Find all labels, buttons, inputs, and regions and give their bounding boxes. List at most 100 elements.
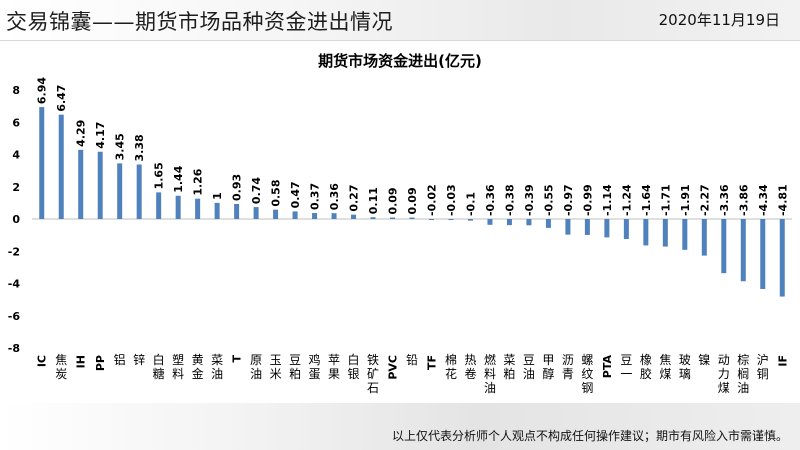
category-label: 沪铜 — [757, 353, 769, 381]
bar — [292, 211, 298, 219]
category-label: 玻璃 — [679, 353, 691, 381]
report-date: 2020年11月19日 — [658, 11, 780, 29]
data-label: 0.11 — [367, 187, 380, 214]
bar — [760, 219, 766, 289]
category-label: 黄金 — [192, 353, 204, 381]
data-label: 6.94 — [36, 77, 49, 104]
data-label: 1.44 — [172, 165, 185, 192]
bar — [565, 219, 571, 235]
category-label: 动力煤 — [718, 353, 730, 395]
y-tick-label: -2 — [8, 245, 20, 258]
bar — [39, 107, 45, 219]
bar — [448, 219, 454, 220]
data-label: -1.64 — [640, 184, 653, 216]
data-label: 0.09 — [406, 187, 419, 214]
category-label: 燃料油 — [484, 352, 496, 395]
y-tick-label: -6 — [8, 310, 21, 323]
bar — [312, 213, 318, 219]
data-label: 0.37 — [309, 183, 322, 210]
category-label: 铁矿石 — [367, 353, 379, 395]
bar — [740, 219, 746, 282]
data-label: -0.39 — [523, 184, 536, 216]
header-bar: 交易锦囊——期货市场品种资金进出情况 2020年11月19日 — [0, 0, 800, 41]
category-label: PP — [94, 355, 107, 371]
bar — [428, 219, 434, 220]
bar — [409, 217, 415, 219]
bar — [78, 149, 84, 219]
chart-title: 期货市场资金进出(亿元) — [318, 52, 482, 70]
bar — [643, 219, 649, 246]
category-label: PVC — [387, 355, 400, 380]
data-label: -0.36 — [484, 184, 497, 216]
category-label: IF — [776, 355, 789, 367]
category-label: TF — [425, 355, 438, 370]
bar — [721, 219, 727, 274]
data-label: 1.65 — [153, 162, 166, 189]
data-label: -4.81 — [776, 184, 789, 216]
data-label: -3.36 — [718, 184, 731, 216]
bar — [545, 219, 551, 228]
bar — [584, 219, 590, 235]
bar — [175, 195, 181, 219]
bar — [682, 219, 688, 250]
data-label: 6.47 — [55, 85, 68, 112]
category-label: 塑料 — [172, 352, 184, 381]
data-label: -1.14 — [601, 184, 614, 216]
y-tick-label: 8 — [12, 84, 20, 97]
bar — [526, 219, 532, 226]
category-label: IC — [36, 355, 49, 367]
bar — [331, 213, 337, 219]
category-label: 豆粕 — [289, 353, 301, 381]
category-label: 沥青 — [562, 353, 574, 381]
data-label: -0.03 — [445, 184, 458, 216]
category-label: 玉米 — [270, 353, 282, 381]
bar — [234, 204, 240, 219]
category-label: 铅 — [406, 353, 418, 367]
data-label: -0.38 — [503, 184, 516, 216]
category-label: T — [231, 355, 244, 363]
category-label: 螺纹钢 — [581, 353, 593, 395]
category-label: IH — [75, 355, 88, 368]
category-label: 苹果 — [328, 353, 340, 381]
category-label: 棉花 — [445, 353, 457, 381]
data-label: 4.29 — [75, 120, 88, 147]
category-label: 原油 — [250, 353, 262, 381]
category-label: 镍 — [698, 353, 710, 367]
data-label: -1.71 — [659, 184, 672, 216]
data-label: -0.99 — [581, 184, 594, 216]
bar — [136, 164, 142, 219]
category-label: PTA — [601, 355, 614, 379]
bar — [351, 214, 357, 219]
y-tick-label: 2 — [12, 181, 20, 194]
data-label: -1.24 — [620, 184, 633, 216]
bar — [58, 114, 64, 219]
y-tick-label: -8 — [8, 342, 20, 355]
footer-bar — [0, 403, 800, 450]
category-label: 豆油 — [523, 353, 535, 381]
category-label: 焦煤 — [659, 353, 671, 381]
page-title: 交易锦囊——期货市场品种资金进出情况 — [6, 10, 393, 34]
data-label: 0.27 — [348, 185, 361, 212]
category-label: 锌 — [133, 353, 145, 367]
data-label: 0.74 — [250, 177, 263, 204]
y-tick-label: 0 — [12, 213, 20, 226]
bar — [390, 217, 396, 219]
bar — [253, 207, 259, 219]
bar — [214, 202, 220, 219]
disclaimer-text: 以上仅代表分析师个人观点不构成任何操作建议；期市有风险入市需谨慎。 — [391, 429, 788, 443]
bar — [97, 151, 103, 219]
data-label: 1.26 — [192, 168, 205, 195]
data-label: 3.45 — [114, 133, 127, 160]
data-label: 0.36 — [328, 183, 341, 210]
data-label: -4.34 — [757, 184, 770, 216]
bar — [195, 198, 201, 219]
category-label: 白糖 — [153, 352, 165, 381]
category-label: 棕榈油 — [737, 352, 749, 395]
category-label: 焦炭 — [55, 353, 67, 381]
bar — [701, 219, 707, 256]
category-label: 鸡蛋 — [309, 352, 321, 381]
data-label: 0.93 — [231, 174, 244, 201]
category-label: 白银 — [348, 352, 360, 381]
bar — [487, 219, 493, 225]
fund-flow-bar-chart: 期货市场资金进出(亿元) 8 6 4 2 0 -2 -4 -6 -8 6.94 IC 6.47 焦炭 4.2… — [8, 52, 792, 395]
